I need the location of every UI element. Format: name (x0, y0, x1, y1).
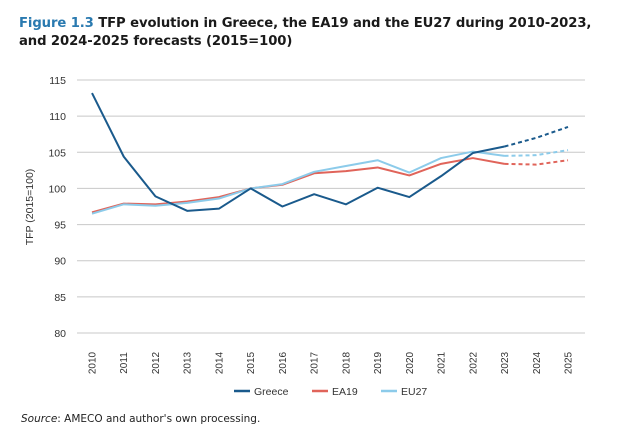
x-tick-label: 2013 (183, 351, 194, 374)
series-lines (91, 92, 569, 215)
legend: Greece EA19 EU27 (234, 386, 427, 398)
x-tick-label: 2014 (214, 351, 225, 374)
series-forecast-line-greece (504, 126, 569, 148)
x-tick-label: 2024 (532, 351, 543, 374)
source-note: Source: AMECO and author's own processin… (21, 413, 260, 425)
x-tick-label: 2019 (373, 351, 384, 374)
figure-title-text: TFP evolution in Greece, the EA19 and th… (19, 16, 592, 49)
x-tick-label: 2016 (278, 351, 289, 374)
x-tick-label: 2022 (468, 351, 479, 374)
y-tick-label: 110 (49, 111, 66, 123)
series-line-ea19 (91, 157, 505, 214)
series-forecast-line-ea19 (504, 159, 569, 166)
x-tick-label: 2010 (88, 351, 99, 374)
source-prefix: Source (21, 413, 58, 425)
y-tick-label: 95 (54, 220, 66, 232)
x-tick-label: 2018 (341, 351, 352, 374)
series-forecast-line-eu27 (504, 149, 569, 157)
series-line-eu27 (91, 150, 505, 215)
legend-item-greece: Greece (234, 386, 289, 398)
x-tick-label: 2020 (405, 351, 416, 374)
x-tick-label: 2017 (310, 351, 321, 374)
x-tick-label: 2015 (246, 351, 257, 374)
x-tick-labels: 2010 2011 2012 2013 2014 2015 2016 2017 2018 2019… (88, 351, 575, 374)
y-tick-label: 115 (49, 75, 66, 87)
source-text: : AMECO and author's own processing. (57, 413, 261, 425)
legend-item-ea19: EA19 (312, 386, 358, 398)
legend-label: Greece (254, 386, 289, 398)
y-tick-labels: 80 85 90 95 100 105 110 115 (48, 75, 66, 340)
figure-label: Figure 1.3 (19, 16, 94, 31)
y-axis-label: TFP (2015=100) (24, 169, 36, 246)
legend-item-eu27: EU27 (381, 386, 427, 398)
series-line-greece (91, 92, 505, 212)
x-tick-label: 2023 (500, 351, 511, 374)
gridlines (77, 79, 585, 334)
x-tick-label: 2025 (564, 351, 575, 374)
y-tick-label: 100 (48, 183, 66, 195)
legend-label: EA19 (332, 386, 358, 398)
x-tick-label: 2012 (151, 351, 162, 374)
legend-label: EU27 (401, 386, 427, 398)
figure-title: Figure 1.3 TFP evolution in Greece, the … (19, 15, 609, 51)
x-tick-label: 2021 (437, 351, 448, 374)
y-tick-label: 80 (54, 328, 66, 340)
x-tick-label: 2011 (119, 352, 130, 374)
y-tick-label: 105 (48, 147, 66, 159)
y-tick-label: 90 (54, 256, 66, 268)
y-tick-label: 85 (54, 292, 66, 304)
